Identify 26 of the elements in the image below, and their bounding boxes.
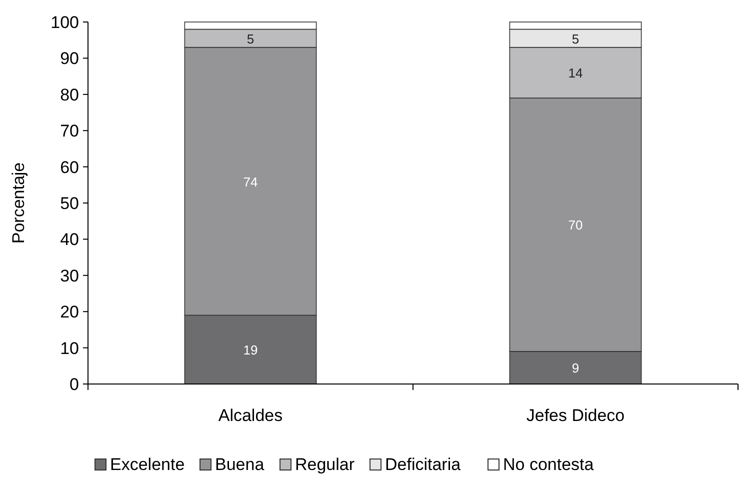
legend-label: Deficitaria	[385, 455, 462, 474]
y-tick-label: 50	[60, 194, 79, 213]
legend-label: Excelente	[110, 455, 185, 474]
y-tick-label: 70	[60, 122, 79, 141]
y-tick-label: 30	[60, 266, 79, 286]
legend-label: Buena	[215, 455, 265, 474]
y-tick-label: 60	[60, 158, 79, 177]
data-label: 14	[568, 66, 583, 81]
x-tick-label: Alcaldes	[218, 406, 283, 425]
data-label: 74	[243, 174, 258, 190]
y-tick-label: 10	[60, 338, 79, 358]
y-tick-label: 0	[70, 375, 79, 394]
data-label: 9	[572, 360, 580, 376]
data-label: 5	[572, 31, 580, 46]
data-label: 19	[243, 342, 258, 358]
y-tick-label: 80	[60, 85, 79, 104]
x-tick-label: Jefes Dideco	[526, 406, 625, 425]
legend-label: No contesta	[503, 455, 594, 474]
y-tick-label: 40	[60, 230, 79, 250]
y-axis-title: Porcentaje	[9, 162, 28, 244]
y-tick-label: 20	[60, 302, 79, 322]
legend-label: Regular	[295, 455, 355, 474]
y-tick-label: 90	[60, 49, 79, 68]
data-label: 70	[568, 218, 583, 233]
y-tick-label: 100	[50, 13, 79, 32]
data-label: 5	[246, 31, 254, 46]
